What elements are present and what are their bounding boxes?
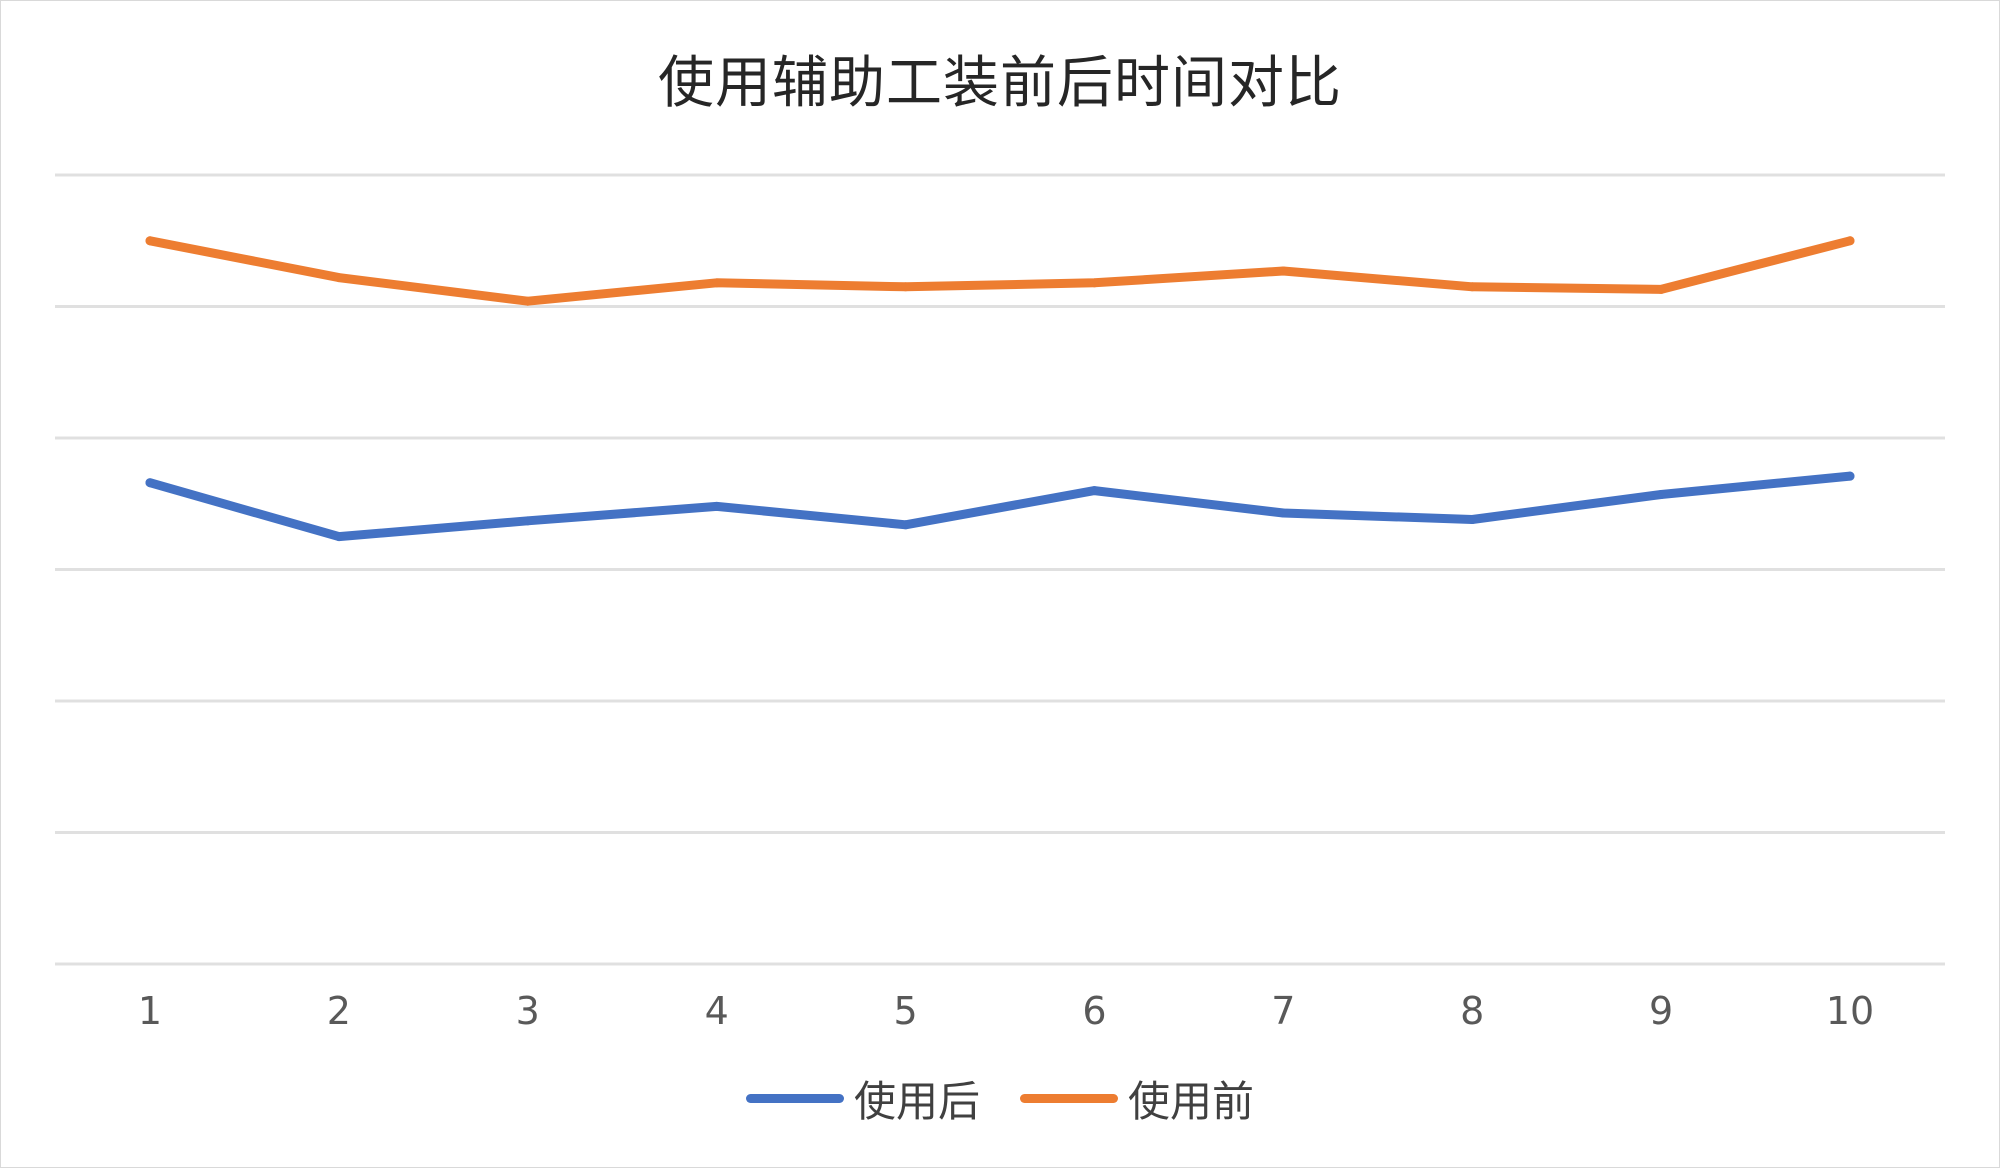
data-point bbox=[1089, 486, 1099, 496]
legend-swatch bbox=[1020, 1094, 1118, 1103]
x-tick-label: 5 bbox=[893, 989, 917, 1033]
x-tick-label: 1 bbox=[138, 989, 162, 1033]
data-point bbox=[1845, 471, 1855, 481]
data-point bbox=[1845, 236, 1855, 246]
data-point bbox=[1656, 490, 1666, 500]
legend-swatch bbox=[745, 1094, 844, 1103]
data-point bbox=[334, 273, 344, 283]
data-point bbox=[145, 236, 155, 246]
x-tick-label: 6 bbox=[1082, 989, 1106, 1033]
x-tick-label: 2 bbox=[327, 989, 351, 1033]
series-lines bbox=[145, 236, 1855, 542]
data-point bbox=[1278, 508, 1288, 518]
data-point bbox=[1467, 282, 1477, 292]
data-point bbox=[1467, 515, 1477, 525]
legend-item: 使用后 bbox=[745, 1068, 980, 1129]
legend: 使用后 使用前 bbox=[0, 1068, 2000, 1129]
data-point bbox=[901, 282, 911, 292]
chart-title: 使用辅助工装前后时间对比 bbox=[658, 51, 1342, 116]
legend-label: 使用前 bbox=[1128, 1077, 1255, 1126]
data-point bbox=[901, 520, 911, 530]
gridlines bbox=[55, 173, 1945, 966]
data-point bbox=[334, 532, 344, 542]
x-tick-label: 9 bbox=[1649, 989, 1673, 1033]
data-point bbox=[1656, 284, 1666, 294]
data-point bbox=[145, 478, 155, 488]
x-tick-label: 10 bbox=[1826, 989, 1874, 1033]
data-point bbox=[1278, 266, 1288, 276]
legend-label: 使用后 bbox=[853, 1077, 980, 1126]
data-point bbox=[1089, 278, 1099, 288]
data-point bbox=[523, 296, 533, 306]
data-point bbox=[712, 278, 722, 288]
legend-item: 使用前 bbox=[1020, 1068, 1254, 1129]
x-tick-label: 4 bbox=[705, 989, 729, 1033]
x-axis-ticks: 1 2 3 4 5 6 7 8 9 10 bbox=[138, 989, 1874, 1033]
data-point bbox=[523, 516, 533, 526]
x-tick-label: 7 bbox=[1271, 989, 1295, 1033]
x-tick-label: 8 bbox=[1460, 989, 1484, 1033]
series-line-0 bbox=[145, 471, 1855, 542]
x-tick-label: 3 bbox=[516, 989, 540, 1033]
series-line-1 bbox=[145, 236, 1855, 306]
data-point bbox=[712, 501, 722, 511]
